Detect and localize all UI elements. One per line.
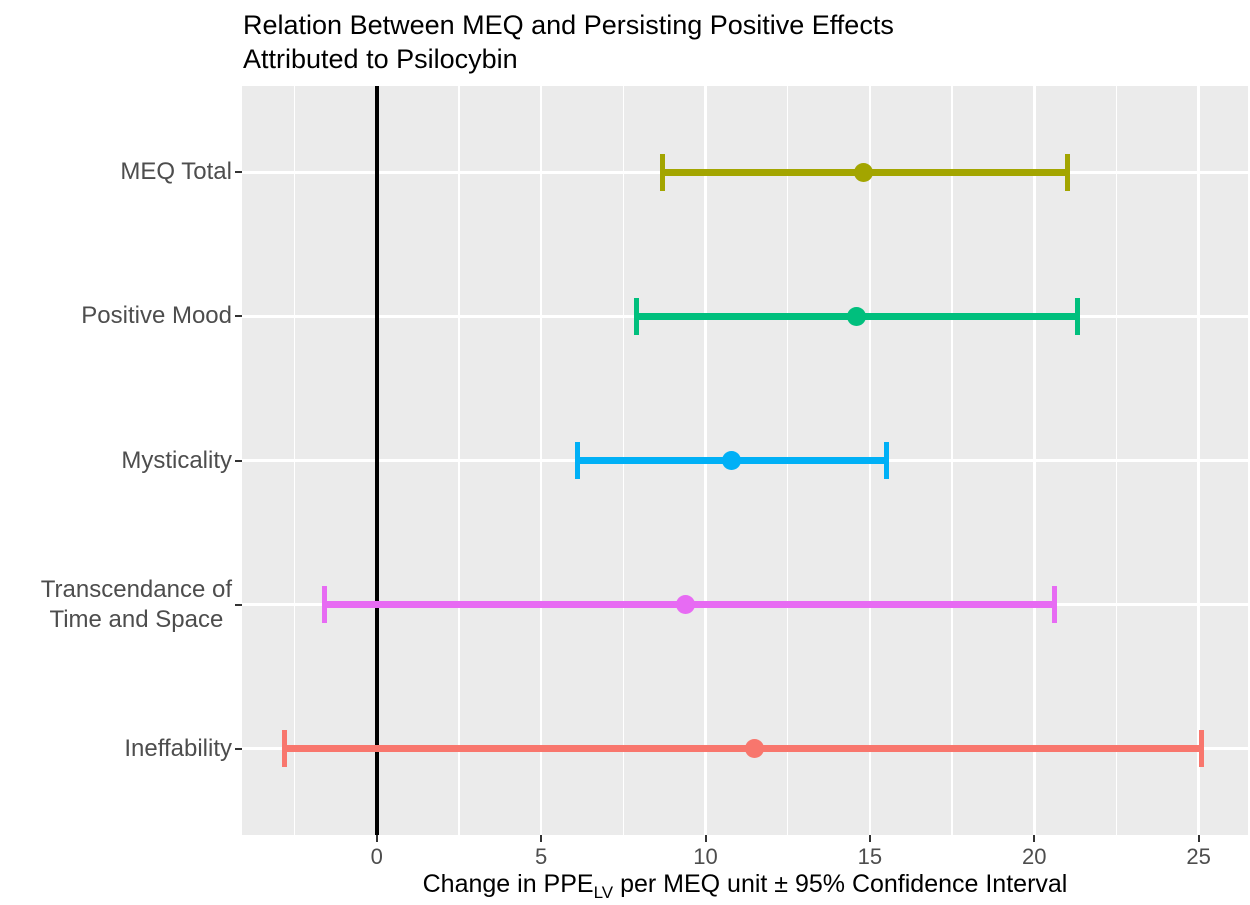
estimate-point-mysticality	[722, 451, 742, 470]
errorbar-cap-left-meq-total	[660, 153, 666, 191]
x-axis-title-prefix: Change in PPE	[422, 870, 594, 898]
errorbar-cap-left-ineffability	[282, 730, 288, 768]
x-axis-title: Change in PPELV per MEQ unit ± 95% Confi…	[242, 870, 1248, 903]
x-axis-title-suffix: per MEQ unit ± 95% Confidence Interval	[613, 870, 1068, 898]
y-axis-tick-label: Positive Mood	[81, 302, 232, 330]
y-axis-tick	[235, 459, 242, 462]
zero-reference-line	[375, 86, 379, 835]
y-axis-tick-label: Transcendance of Time and Space	[40, 575, 232, 633]
x-axis-tick	[868, 835, 871, 842]
x-axis-tick	[1197, 835, 1200, 842]
estimate-point-meq-total	[853, 162, 873, 182]
estimate-point-ineffability	[745, 739, 765, 759]
errorbar-cap-left-mysticality	[574, 442, 580, 479]
errorbar-cap-right-meq-total	[1064, 153, 1070, 191]
x-axis-tick-label: 15	[857, 844, 883, 869]
x-axis-title-subscript: LV	[593, 883, 614, 902]
errorbar-cap-right-positive-mood	[1074, 297, 1080, 335]
y-axis-tick	[235, 747, 242, 750]
errorbar-cap-left-positive-mood	[634, 297, 639, 335]
y-axis-tick	[235, 171, 242, 174]
x-axis-tick	[704, 835, 707, 842]
y-axis-tick-label: Mysticality	[121, 446, 232, 474]
errorbar-cap-right-mysticality	[883, 442, 889, 479]
errorbar-line-ineffability	[284, 745, 1202, 753]
x-axis-tick	[1033, 835, 1036, 842]
x-axis-tick-label: 5	[535, 844, 548, 869]
x-axis-tick	[540, 835, 543, 842]
chart-title: Relation Between MEQ and Persisting Posi…	[243, 8, 894, 76]
y-axis-tick	[235, 315, 242, 318]
x-axis-tick-label: 10	[693, 844, 718, 869]
y-axis-tick-label: MEQ Total	[120, 158, 232, 186]
errorbar-cap-right-transcendance-of-time-and-space	[1051, 586, 1057, 624]
x-axis-tick	[375, 835, 378, 842]
chart-title-line-2: Attributed to Psilocybin	[243, 44, 518, 74]
x-axis-tick-label: 25	[1186, 844, 1211, 869]
y-axis-tick	[235, 603, 242, 606]
chart-title-line-1: Relation Between MEQ and Persisting Posi…	[243, 10, 894, 40]
x-axis-tick-label: 0	[370, 844, 383, 869]
estimate-point-positive-mood	[847, 306, 867, 326]
y-axis-tick-label: Ineffability	[124, 734, 232, 762]
x-axis-tick-label: 20	[1022, 844, 1047, 869]
errorbar-cap-left-transcendance-of-time-and-space	[321, 586, 327, 624]
plot-panel: 0 5 10 15 20 25	[235, 86, 1248, 869]
estimate-point-transcendance-of-time-and-space	[676, 595, 696, 615]
errorbar-cap-right-ineffability	[1199, 730, 1205, 768]
